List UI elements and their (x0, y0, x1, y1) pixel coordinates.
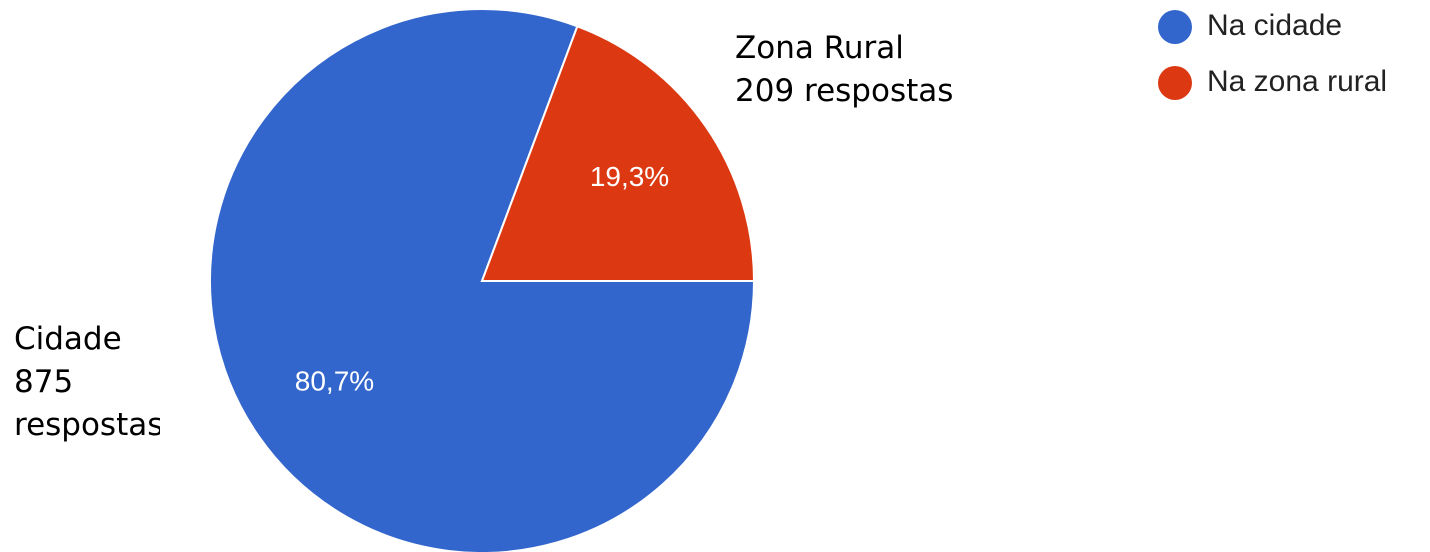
legend-marker (1158, 66, 1192, 100)
annotation-line: Zona Rural (735, 30, 904, 66)
legend-marker (1158, 10, 1192, 44)
annotation-line: 875 (14, 364, 73, 400)
annotation-line: Cidade (14, 321, 122, 357)
annotations: Cidade 875 respostas Zona Rural 209 resposta… (14, 30, 953, 443)
slice (480, 24, 756, 282)
slice-label: 80,7% (295, 366, 374, 397)
legend-label: Na zona rural (1207, 65, 1387, 98)
legend-label: Na cidade (1207, 9, 1342, 42)
slice-labels: 80,7% 19,3% (295, 161, 669, 397)
pie (209, 8, 756, 552)
legend: Na cidade Na zona rural (1158, 9, 1387, 100)
annotation-line: respostas (14, 407, 163, 443)
annotation-line: 209 respostas (735, 73, 953, 109)
slice-label: 19,3% (590, 161, 669, 192)
